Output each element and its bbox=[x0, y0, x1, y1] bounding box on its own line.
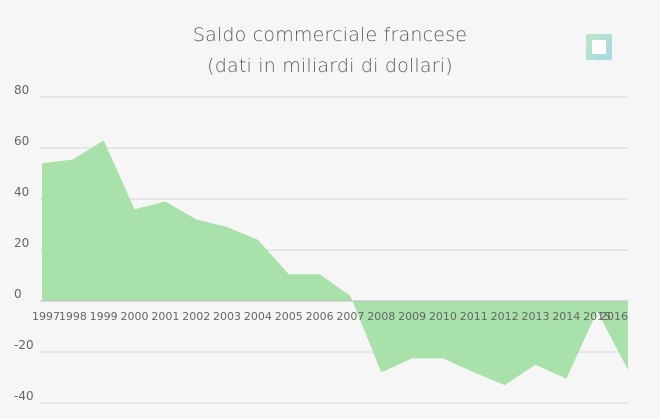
x-tick-label: 2000 bbox=[121, 310, 149, 323]
y-tick-label: -40 bbox=[14, 389, 34, 403]
data-point bbox=[318, 273, 321, 276]
y-tick-label: 80 bbox=[14, 83, 29, 97]
data-point bbox=[41, 162, 44, 165]
data-point bbox=[534, 363, 537, 366]
x-tick-label: 2011 bbox=[460, 310, 488, 323]
x-tick-label: 2008 bbox=[367, 310, 395, 323]
y-tick-label: 40 bbox=[14, 185, 29, 199]
y-tick-label: 20 bbox=[14, 236, 29, 250]
chart-title: Saldo commerciale francese bbox=[192, 24, 468, 46]
data-point bbox=[164, 200, 167, 203]
x-tick-label: 1998 bbox=[59, 310, 87, 323]
data-point bbox=[627, 368, 630, 371]
data-point bbox=[195, 218, 198, 221]
x-tick-label: 2006 bbox=[306, 310, 334, 323]
x-tick-label: 2005 bbox=[275, 310, 303, 323]
x-tick-label: 1999 bbox=[90, 310, 118, 323]
data-point bbox=[503, 384, 506, 387]
y-tick-label: 60 bbox=[14, 134, 29, 148]
x-tick-label: 2007 bbox=[336, 310, 364, 323]
x-tick-label: 2016 bbox=[600, 310, 628, 323]
data-point bbox=[287, 273, 290, 276]
data-point bbox=[349, 294, 352, 297]
x-tick-label: 2004 bbox=[244, 310, 272, 323]
x-tick-label: 1997 bbox=[32, 310, 60, 323]
series-area bbox=[42, 140, 628, 386]
data-point bbox=[102, 139, 105, 142]
data-point bbox=[441, 357, 444, 360]
x-tick-label: 2002 bbox=[182, 310, 210, 323]
data-point bbox=[565, 377, 568, 380]
x-tick-label: 2010 bbox=[429, 310, 457, 323]
data-point bbox=[411, 357, 414, 360]
y-tick-label: 0 bbox=[14, 287, 22, 301]
x-tick-label: 2009 bbox=[398, 310, 426, 323]
x-tick-label: 2015 bbox=[583, 310, 611, 323]
data-point bbox=[133, 208, 136, 211]
x-tick-label: 2003 bbox=[213, 310, 241, 323]
x-tick-label: 2001 bbox=[151, 310, 179, 323]
data-point bbox=[472, 371, 475, 374]
x-tick-label: 2013 bbox=[521, 310, 549, 323]
y-tick-label: -20 bbox=[14, 338, 34, 352]
x-tick-label: 2012 bbox=[491, 310, 519, 323]
data-point bbox=[380, 371, 383, 374]
data-point bbox=[71, 158, 74, 161]
data-point bbox=[226, 226, 229, 229]
x-tick-label: 2014 bbox=[552, 310, 580, 323]
data-point bbox=[256, 238, 259, 241]
logo-icon bbox=[586, 34, 612, 60]
chart-subtitle: (dati in miliardi di dollari) bbox=[207, 55, 453, 77]
